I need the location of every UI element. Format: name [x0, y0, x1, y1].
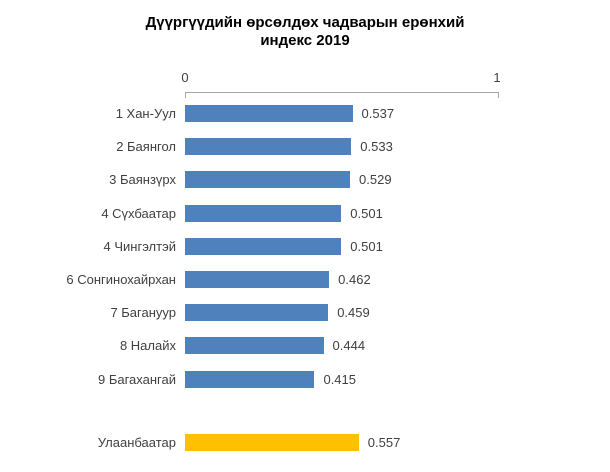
x-axis-line: [185, 92, 499, 98]
bar-track: 0.501: [185, 204, 383, 222]
category-label: 3 Баянзүрх: [109, 172, 176, 188]
bar-track: 0.537: [185, 105, 395, 123]
category-label: Улаанбаатар: [97, 434, 176, 450]
district-bar: [185, 171, 351, 189]
bar-track: 0.533: [185, 138, 393, 156]
city-bar: [185, 433, 359, 451]
value-label: 0.444: [332, 338, 366, 354]
value-label: 0.529: [359, 172, 392, 188]
bar-track: 0.415: [185, 370, 357, 388]
value-label: 0.537: [361, 106, 395, 122]
category-label: 6 Сонгинохайрхан: [66, 272, 176, 288]
chart-row: 3 Баянзүрх 0.529: [0, 163, 610, 196]
district-bar: [185, 105, 353, 123]
chart-row: Улаанбаатар 0.557: [0, 426, 610, 459]
category-label: 1 Хан-Уул: [115, 106, 176, 122]
chart-row: 6 Сонгинохайрхан 0.462: [0, 263, 610, 296]
chart-row: 9 Багахангай 0.415: [0, 363, 610, 396]
x-axis-tick-label-min: 0: [181, 70, 189, 85]
value-label: 0.557: [367, 434, 401, 450]
category-label: 2 Баянгол: [116, 139, 176, 155]
chart-title-line-2: индекс 2019: [260, 32, 350, 49]
district-bar: [185, 370, 315, 388]
chart-title-line-1: Дүүргүүдийн өрсөлдөх чадварын ерөнхий: [145, 14, 465, 31]
chart-row: 4 Чингэлтэй 0.501: [0, 230, 610, 263]
district-bar: [185, 204, 342, 222]
value-label: 0.462: [338, 272, 371, 288]
bar-track: 0.557: [185, 433, 401, 451]
chart-row: 7 Багануур 0.459: [0, 296, 610, 329]
district-bar: [185, 304, 329, 322]
bar-rows: 1 Хан-Уул 0.537 2 Баянгол 0.533 3 Баянзүрх 0.…: [0, 97, 610, 459]
bar-track: 0.459: [185, 304, 370, 322]
value-label: 0.415: [323, 371, 357, 387]
value-label: 0.501: [350, 205, 383, 221]
district-bar: [185, 138, 352, 156]
category-label: 7 Багануур: [110, 305, 176, 321]
bar-track: 0.501: [185, 237, 383, 255]
category-label: 8 Налайх: [119, 338, 176, 354]
bar-track: 0.462: [185, 271, 371, 289]
chart-row: 4 Сүхбаатар 0.501: [0, 197, 610, 230]
chart-row: 8 Налайх 0.444: [0, 329, 610, 362]
chart-row: 2 Баянгол 0.533: [0, 130, 610, 163]
x-axis-tick-label-max: 1: [493, 70, 501, 85]
district-bar: [185, 237, 342, 255]
category-label: 4 Чингэлтэй: [103, 238, 176, 254]
district-bar: [185, 271, 330, 289]
value-label: 0.533: [360, 139, 393, 155]
bar-track: 0.529: [185, 171, 392, 189]
value-label: 0.501: [350, 238, 383, 254]
district-bar: [185, 337, 324, 355]
category-label: 9 Багахангай: [98, 371, 176, 387]
chart-row: 1 Хан-Уул 0.537: [0, 97, 610, 130]
chart-title: Дүүргүүдийн өрсөлдөх чадварын ерөнхий ин…: [0, 14, 610, 50]
bar-track: 0.444: [185, 337, 366, 355]
category-label: 4 Сүхбаатар: [101, 205, 176, 221]
value-label: 0.459: [337, 305, 370, 321]
